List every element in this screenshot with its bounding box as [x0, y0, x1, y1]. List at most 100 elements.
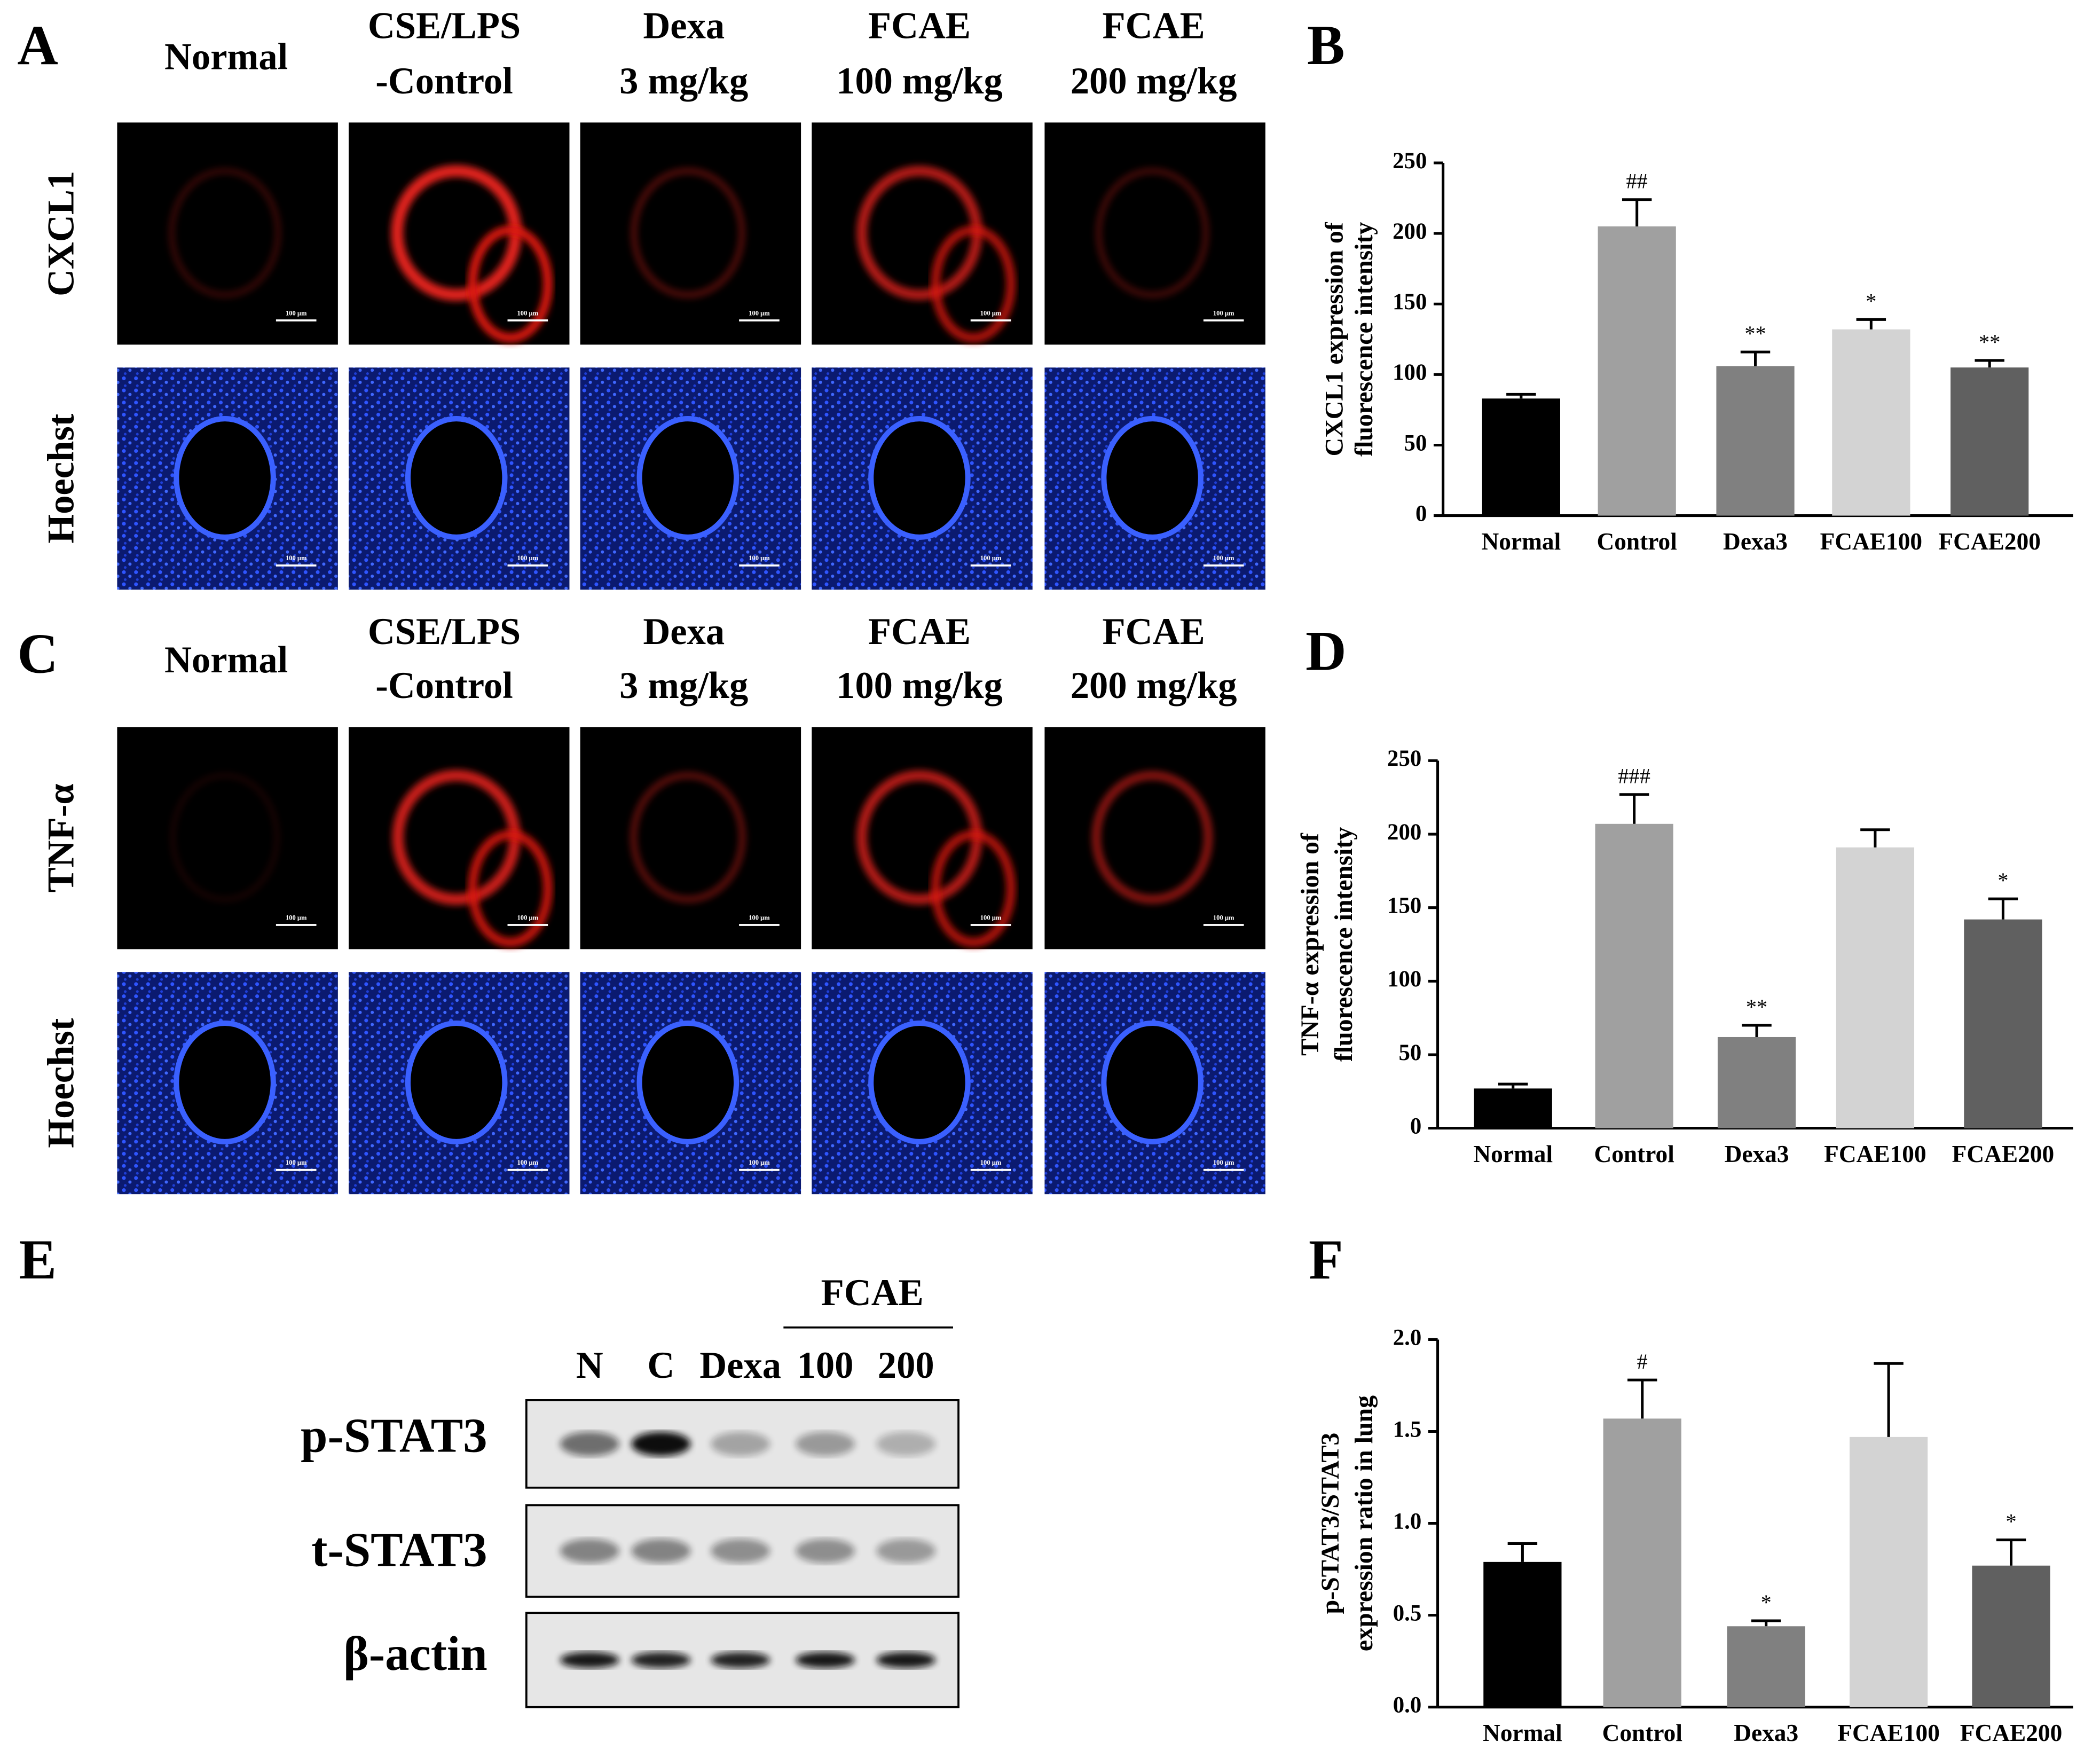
- blot-label: p-STAT3: [301, 1408, 487, 1462]
- stain-ring: [630, 167, 745, 299]
- column-header: 100 mg/kg: [836, 60, 1003, 102]
- error-bar: [1856, 318, 1886, 329]
- bar: [1483, 1561, 1562, 1707]
- y-tick-label: 50: [1404, 430, 1427, 456]
- column-header: 100 mg/kg: [836, 665, 1003, 707]
- panel-letter: B: [1307, 14, 1345, 76]
- y-axis-label: fluorescence intensity: [1350, 222, 1378, 457]
- y-axis-label: TNF-α expression of: [1296, 833, 1324, 1056]
- stain-ring: [1095, 168, 1209, 299]
- y-tick-label: 0.5: [1393, 1600, 1422, 1626]
- scale-bar-label: 100 μm: [980, 554, 1002, 562]
- micrograph-red: [349, 727, 570, 949]
- x-tick-label: FCAE200: [1960, 1720, 2063, 1746]
- bar: [1850, 1437, 1928, 1707]
- y-tick-label: 150: [1393, 289, 1427, 315]
- x-tick-label: Dexa3: [1723, 528, 1788, 555]
- x-tick-label: Dexa3: [1734, 1720, 1798, 1746]
- column-header: 200 mg/kg: [1071, 665, 1237, 707]
- error-bar: [1751, 1619, 1781, 1627]
- panel-letter: F: [1309, 1228, 1343, 1291]
- scale-bar-label: 100 μm: [286, 309, 307, 317]
- y-tick-label: 0.0: [1393, 1693, 1422, 1718]
- row-label: CXCL1: [40, 171, 82, 296]
- x-tick-label: FCAE100: [1837, 1720, 1940, 1746]
- y-tick-label: 250: [1393, 148, 1427, 174]
- error-bar: [1506, 393, 1536, 399]
- row-label: Hoechst: [40, 1018, 82, 1148]
- y-tick-label: 0: [1415, 501, 1427, 526]
- y-tick-label: 1.0: [1393, 1509, 1422, 1534]
- lane-label: Dexa: [699, 1345, 781, 1386]
- band: [631, 1432, 691, 1456]
- error-bar: [1860, 828, 1890, 847]
- y-tick-label: 200: [1393, 219, 1427, 244]
- y-axis-label: expression ratio in lung: [1350, 1395, 1378, 1651]
- error-bar: [1874, 1362, 1904, 1437]
- column-header: Dexa: [643, 5, 725, 47]
- error-bar: [1622, 198, 1652, 226]
- bar: [1832, 329, 1910, 516]
- airway: [868, 1020, 971, 1144]
- column-header: CSE/LPS: [368, 5, 521, 47]
- x-tick-label: FCAE200: [1952, 1141, 2055, 1167]
- scale-bar-label: 100 μm: [517, 554, 538, 562]
- x-tick-label: Control: [1594, 1141, 1674, 1167]
- bar: [1950, 367, 2029, 516]
- micrograph-red: [580, 122, 801, 345]
- scale-bar-label: 100 μm: [1213, 1159, 1234, 1166]
- scale-bar-label: 100 μm: [1213, 914, 1234, 921]
- y-tick-label: 100: [1393, 360, 1427, 385]
- error-bar: [1507, 1542, 1538, 1562]
- y-tick-label: 2.0: [1393, 1325, 1422, 1350]
- x-tick-label: FCAE100: [1820, 528, 1923, 555]
- scale-bar-label: 100 μm: [1213, 554, 1234, 562]
- panel-letter: C: [17, 623, 58, 685]
- column-header: 200 mg/kg: [1071, 60, 1237, 102]
- bar: [1598, 226, 1676, 516]
- airway: [174, 416, 276, 540]
- x-tick-label: Normal: [1482, 528, 1561, 555]
- micrograph-red: [1044, 122, 1265, 345]
- band: [560, 1432, 619, 1456]
- scale-bar-label: 100 μm: [1213, 309, 1234, 317]
- lane-label: N: [576, 1345, 603, 1386]
- micrograph-red: [812, 727, 1033, 949]
- micrograph-red: [1044, 727, 1265, 949]
- blot-label: β-actin: [343, 1627, 487, 1681]
- significance-label: **: [1744, 321, 1766, 346]
- blot-label: t-STAT3: [311, 1523, 487, 1577]
- bar: [1603, 1418, 1681, 1707]
- error-bar: [1740, 350, 1771, 366]
- band: [876, 1432, 936, 1456]
- y-tick-label: 100: [1387, 967, 1421, 992]
- scale-bar-label: 100 μm: [749, 309, 770, 317]
- significance-label: **: [1746, 995, 1767, 1019]
- column-header: FCAE: [1103, 611, 1205, 653]
- airway: [174, 1020, 276, 1144]
- column-header: 3 mg/kg: [619, 60, 748, 102]
- column-header: 3 mg/kg: [619, 665, 748, 707]
- micrograph-red: [349, 122, 570, 345]
- stain-ring: [630, 772, 746, 903]
- panel-letter: E: [19, 1228, 57, 1291]
- row-label: Hoechst: [40, 413, 82, 544]
- y-tick-label: 200: [1387, 820, 1421, 845]
- error-bar: [1742, 1024, 1772, 1037]
- y-tick-label: 150: [1387, 893, 1421, 919]
- y-tick-label: 1.5: [1393, 1417, 1422, 1442]
- panel-letter: A: [17, 14, 58, 76]
- scale-bar-label: 100 μm: [517, 914, 538, 921]
- airway: [868, 416, 971, 540]
- bar: [1972, 1565, 2050, 1707]
- column-header: Normal: [164, 36, 288, 78]
- airway: [1101, 1020, 1204, 1144]
- x-tick-label: Control: [1602, 1720, 1682, 1746]
- y-axis-label: p-STAT3/STAT3: [1316, 1433, 1344, 1614]
- airway: [405, 416, 508, 540]
- column-header: FCAE: [868, 611, 971, 653]
- column-header: Dexa: [643, 611, 725, 653]
- bar: [1474, 1088, 1552, 1128]
- scale-bar-label: 100 μm: [286, 1159, 307, 1166]
